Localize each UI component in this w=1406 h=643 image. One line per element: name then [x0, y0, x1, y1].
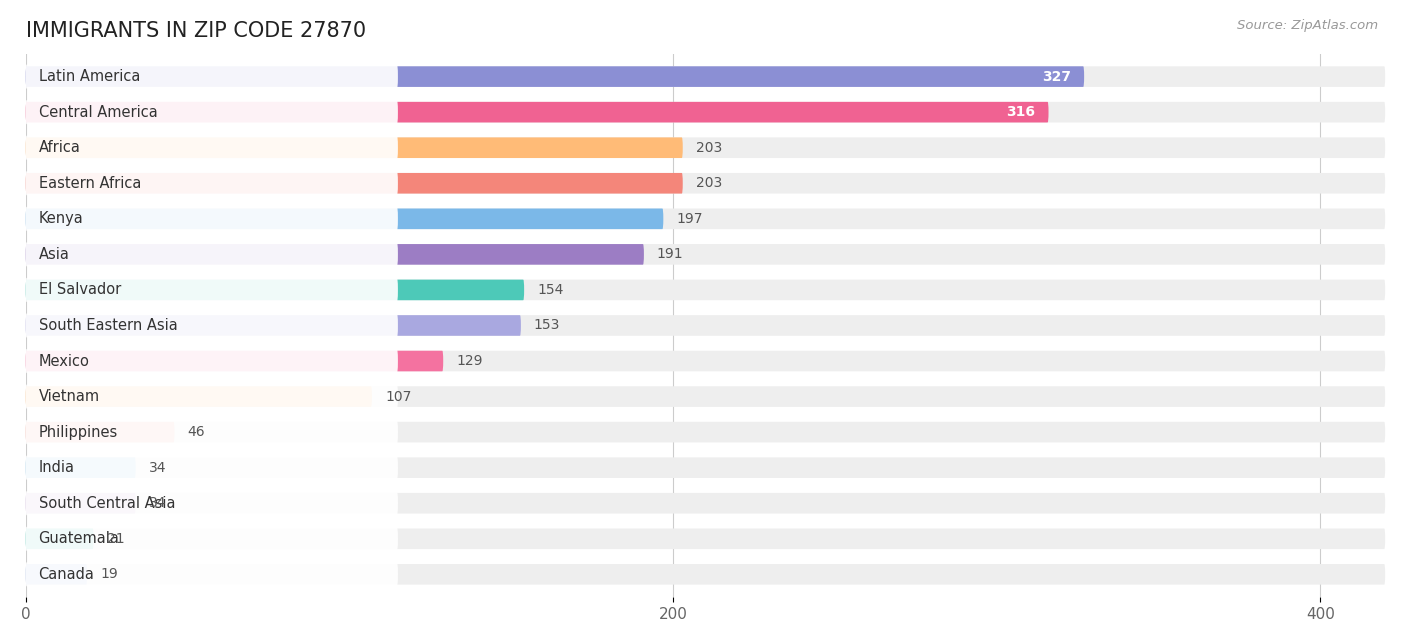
FancyBboxPatch shape: [25, 420, 398, 444]
FancyBboxPatch shape: [25, 422, 174, 442]
FancyBboxPatch shape: [25, 280, 1385, 300]
FancyBboxPatch shape: [25, 562, 398, 586]
FancyBboxPatch shape: [25, 102, 1049, 122]
FancyBboxPatch shape: [25, 456, 398, 480]
FancyBboxPatch shape: [25, 386, 1385, 407]
FancyBboxPatch shape: [25, 208, 1385, 229]
Text: El Salvador: El Salvador: [38, 282, 121, 298]
Text: 197: 197: [676, 212, 703, 226]
Text: India: India: [38, 460, 75, 475]
Text: South Eastern Asia: South Eastern Asia: [38, 318, 177, 333]
Text: 34: 34: [149, 496, 166, 511]
FancyBboxPatch shape: [25, 529, 94, 549]
FancyBboxPatch shape: [25, 100, 398, 124]
FancyBboxPatch shape: [25, 280, 524, 300]
FancyBboxPatch shape: [25, 350, 443, 372]
Text: Africa: Africa: [38, 140, 80, 155]
FancyBboxPatch shape: [25, 208, 664, 229]
Text: Eastern Africa: Eastern Africa: [38, 176, 141, 191]
FancyBboxPatch shape: [25, 493, 1385, 514]
Text: Canada: Canada: [38, 567, 94, 582]
FancyBboxPatch shape: [25, 244, 1385, 265]
Text: South Central Asia: South Central Asia: [38, 496, 176, 511]
FancyBboxPatch shape: [25, 349, 398, 373]
Text: 203: 203: [696, 141, 721, 155]
Text: 129: 129: [456, 354, 482, 368]
Text: Source: ZipAtlas.com: Source: ZipAtlas.com: [1237, 19, 1378, 32]
Text: 327: 327: [1042, 69, 1071, 84]
FancyBboxPatch shape: [25, 207, 398, 231]
Text: 46: 46: [187, 425, 205, 439]
FancyBboxPatch shape: [25, 244, 644, 265]
FancyBboxPatch shape: [25, 491, 398, 515]
Text: 21: 21: [107, 532, 124, 546]
FancyBboxPatch shape: [25, 66, 1385, 87]
FancyBboxPatch shape: [25, 493, 136, 514]
Text: IMMIGRANTS IN ZIP CODE 27870: IMMIGRANTS IN ZIP CODE 27870: [25, 21, 366, 41]
FancyBboxPatch shape: [25, 386, 373, 407]
FancyBboxPatch shape: [25, 173, 1385, 194]
FancyBboxPatch shape: [25, 315, 1385, 336]
Text: 107: 107: [385, 390, 412, 404]
FancyBboxPatch shape: [25, 138, 683, 158]
Text: 153: 153: [534, 318, 560, 332]
FancyBboxPatch shape: [25, 66, 1084, 87]
Text: 154: 154: [537, 283, 564, 297]
FancyBboxPatch shape: [25, 564, 87, 584]
FancyBboxPatch shape: [25, 529, 1385, 549]
Text: Kenya: Kenya: [38, 212, 83, 226]
FancyBboxPatch shape: [25, 350, 1385, 372]
Text: Philippines: Philippines: [38, 424, 118, 440]
FancyBboxPatch shape: [25, 313, 398, 338]
Text: Vietnam: Vietnam: [38, 389, 100, 404]
Text: 19: 19: [100, 567, 118, 581]
Text: 316: 316: [1007, 105, 1036, 119]
Text: Guatemala: Guatemala: [38, 531, 120, 547]
FancyBboxPatch shape: [25, 138, 1385, 158]
FancyBboxPatch shape: [25, 422, 1385, 442]
FancyBboxPatch shape: [25, 64, 398, 89]
FancyBboxPatch shape: [25, 173, 683, 194]
Text: Mexico: Mexico: [38, 354, 90, 368]
Text: Latin America: Latin America: [38, 69, 141, 84]
Text: 191: 191: [657, 248, 683, 261]
FancyBboxPatch shape: [25, 171, 398, 195]
FancyBboxPatch shape: [25, 385, 398, 409]
FancyBboxPatch shape: [25, 527, 398, 551]
FancyBboxPatch shape: [25, 102, 1385, 122]
FancyBboxPatch shape: [25, 564, 1385, 584]
FancyBboxPatch shape: [25, 457, 1385, 478]
FancyBboxPatch shape: [25, 278, 398, 302]
FancyBboxPatch shape: [25, 457, 136, 478]
Text: Central America: Central America: [38, 105, 157, 120]
Text: 203: 203: [696, 176, 721, 190]
Text: Asia: Asia: [38, 247, 69, 262]
FancyBboxPatch shape: [25, 136, 398, 160]
FancyBboxPatch shape: [25, 315, 520, 336]
Text: 34: 34: [149, 460, 166, 475]
FancyBboxPatch shape: [25, 242, 398, 266]
